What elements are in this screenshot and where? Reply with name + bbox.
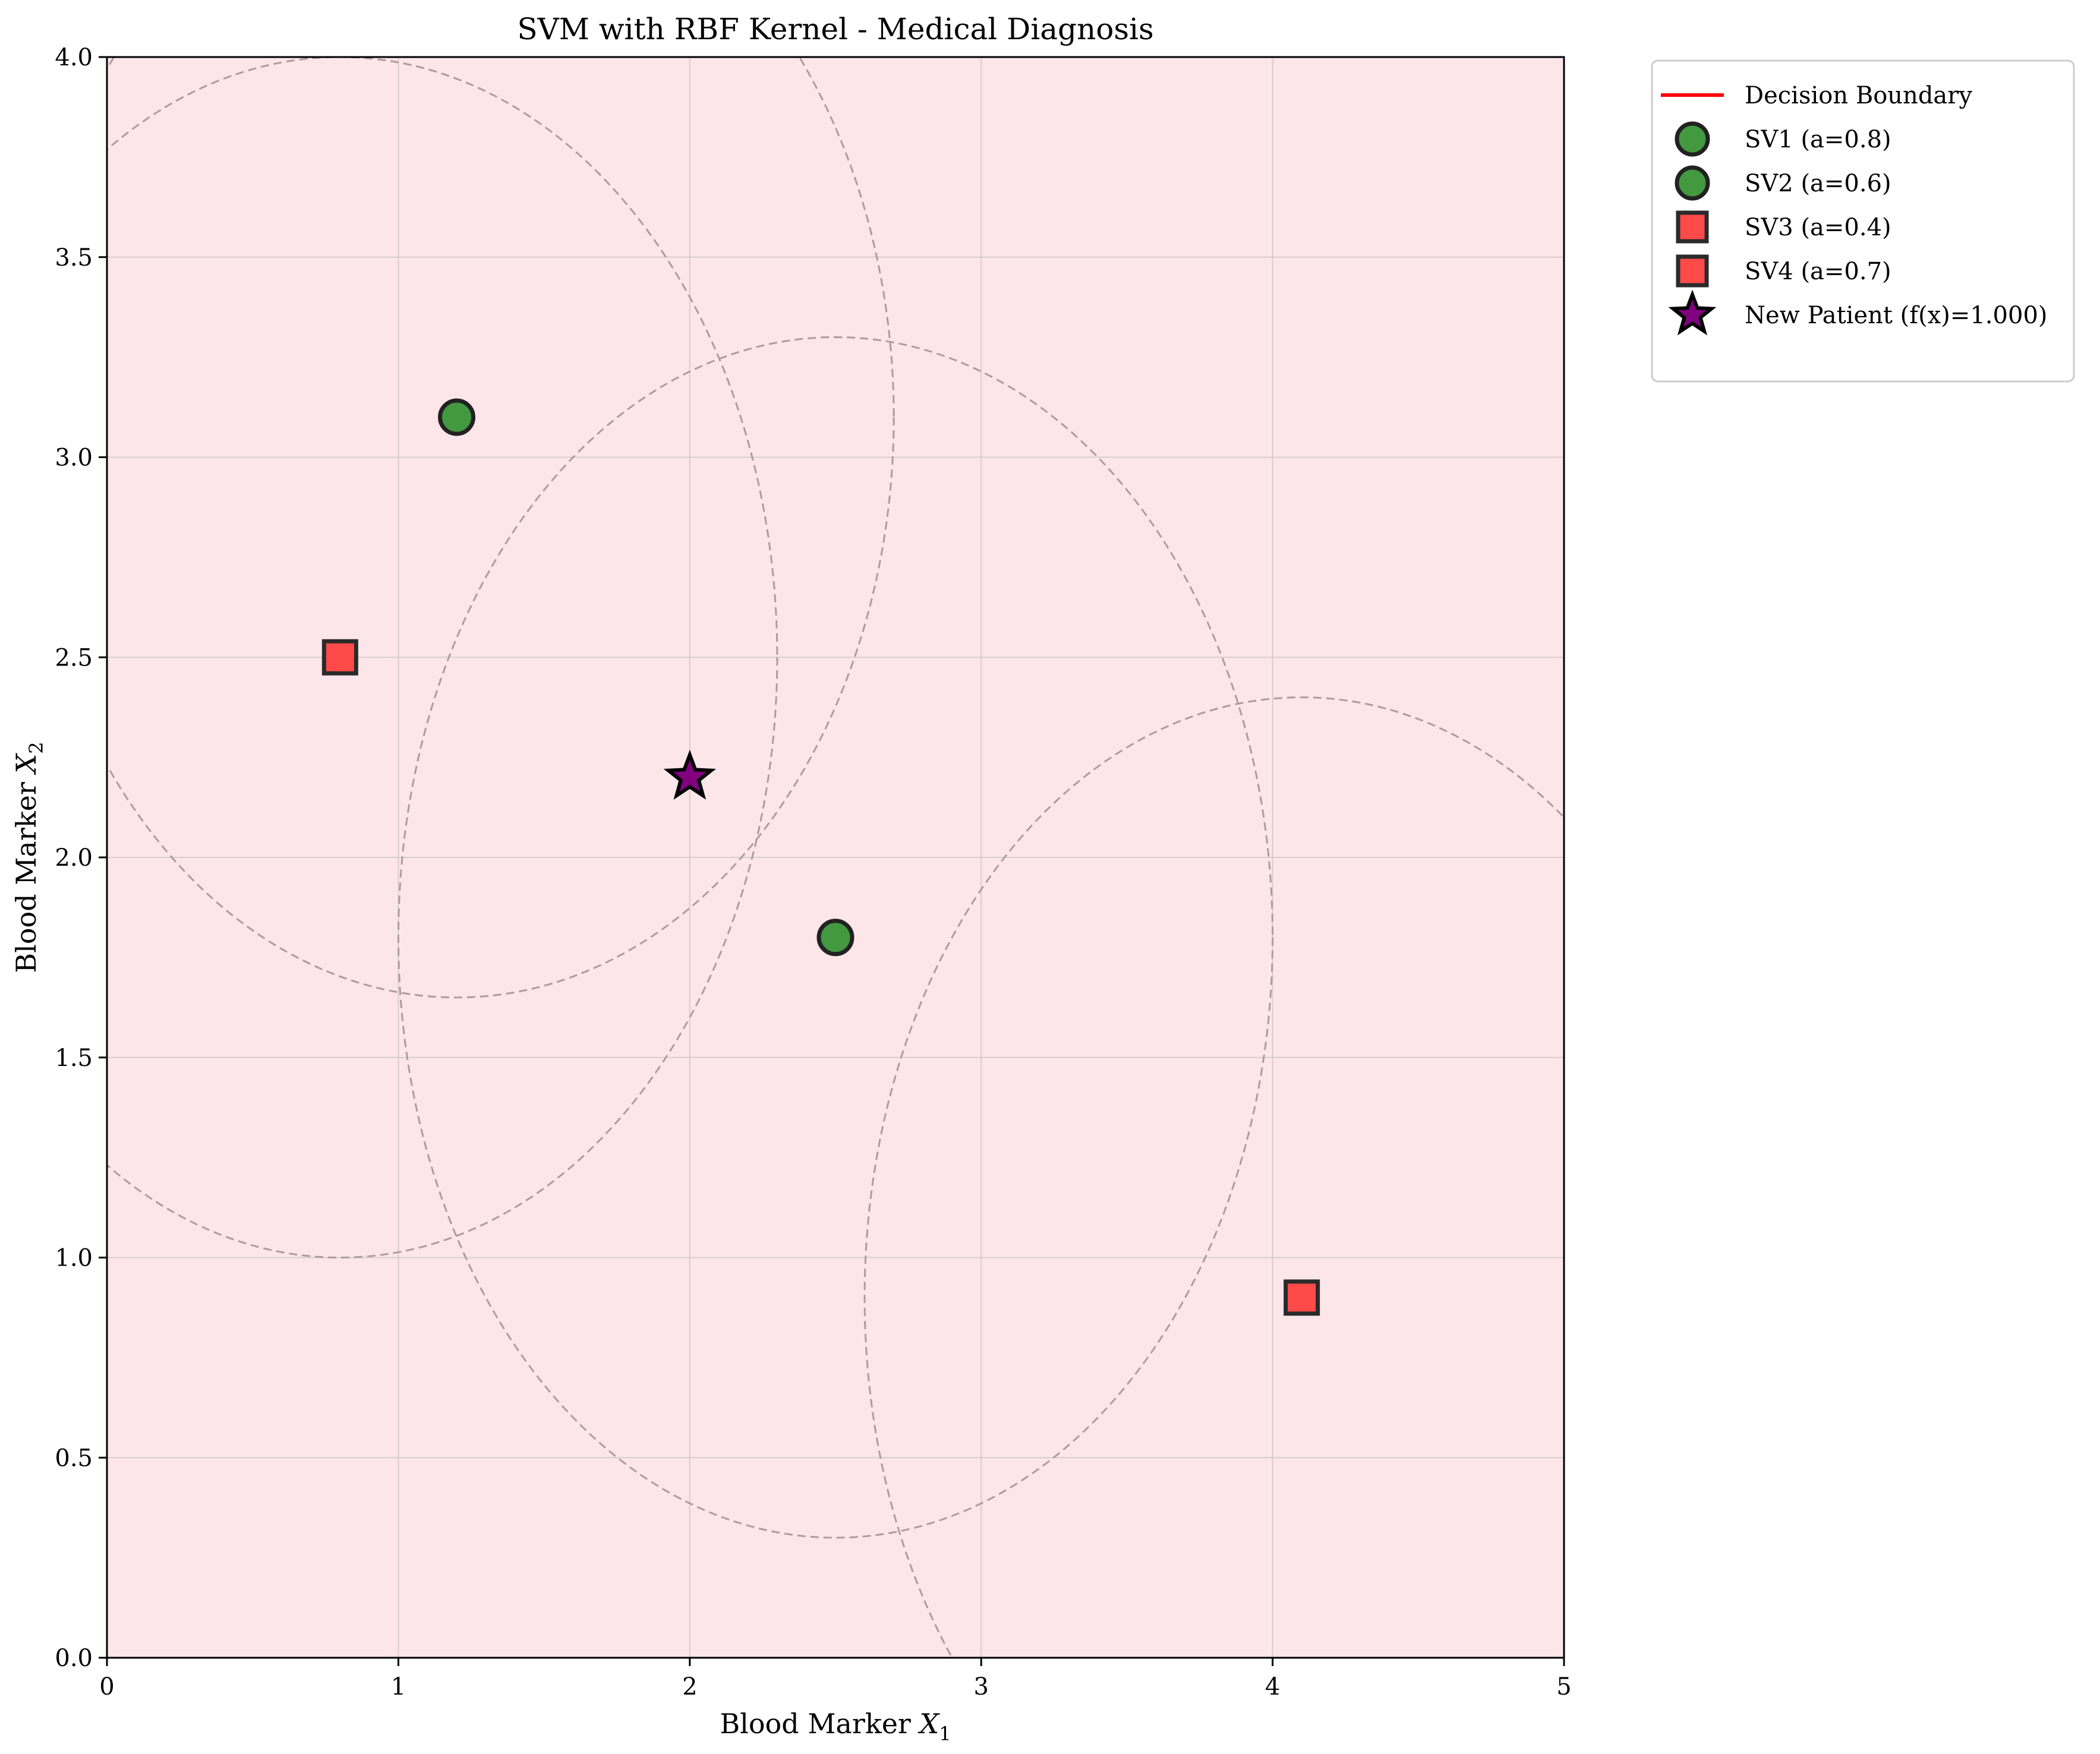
kernel-contour-ellipse: [397, 336, 1274, 1539]
x-tick-label: 5: [1556, 1673, 1571, 1701]
legend-label: SV1 (a=0.8): [1745, 126, 1891, 153]
x-tick-label: 4: [1265, 1673, 1280, 1701]
legend-marker-5: [1668, 289, 1717, 336]
legend-label: Decision Boundary: [1745, 82, 1972, 109]
legend-marker-3: [1676, 210, 1709, 244]
new-patient-marker: [663, 749, 717, 800]
y-tick-label: 3.0: [55, 444, 93, 472]
legend-label: SV4 (a=0.7): [1745, 258, 1891, 285]
support-vector-3-marker: [321, 639, 358, 676]
y-tick-label: 4.0: [55, 44, 93, 71]
y-axis-label: Blood Marker X2: [10, 742, 48, 973]
y-tick-label: 3.5: [55, 244, 93, 272]
kernel-contour-ellipse: [107, 57, 778, 1258]
support-vector-1-marker: [437, 398, 475, 436]
y-tick-label: 1.0: [55, 1245, 93, 1272]
y-tick-label: 1.5: [55, 1045, 93, 1072]
support-vector-2-marker: [816, 919, 854, 957]
y-tick-label: 0.0: [55, 1645, 93, 1672]
x-tick-label: 0: [99, 1673, 114, 1701]
y-tick-label: 0.5: [55, 1444, 93, 1472]
kernel-contours: [107, 57, 1564, 1658]
legend-box: [1651, 59, 2075, 383]
support-vector-4-marker: [1284, 1279, 1320, 1316]
legend-label: New Patient (f(x)=1.000): [1745, 302, 2048, 329]
legend-marker-4: [1676, 254, 1709, 288]
x-tick-label: 1: [391, 1673, 406, 1701]
legend-label: SV2 (a=0.6): [1745, 170, 1891, 197]
x-tick-label: 2: [682, 1673, 697, 1701]
legend-marker-2: [1675, 165, 1710, 201]
chart-title: SVM with RBF Kernel - Medical Diagnosis: [517, 12, 1153, 46]
y-tick-label: 2.5: [55, 644, 93, 671]
x-axis-label: Blood Marker X1: [720, 1708, 951, 1745]
legend-marker-1: [1675, 121, 1710, 157]
y-tick-label: 2.0: [55, 844, 93, 872]
data-points: [321, 398, 1320, 1316]
kernel-contour-ellipse: [863, 696, 1564, 1658]
legend-label: SV3 (a=0.4): [1745, 214, 1891, 241]
kernel-contour-ellipse: [107, 57, 895, 998]
x-tick-label: 3: [973, 1673, 988, 1701]
legend: Decision Boundary SV1 (a=0.8) SV2 (a=0.6) S…: [1651, 59, 2075, 383]
axis-ticks: 0 1 2 3 4 5 0.0 0.5 1.0 1.5 2.0 2.5 3.0 3.5 4.0: [55, 44, 1571, 1701]
